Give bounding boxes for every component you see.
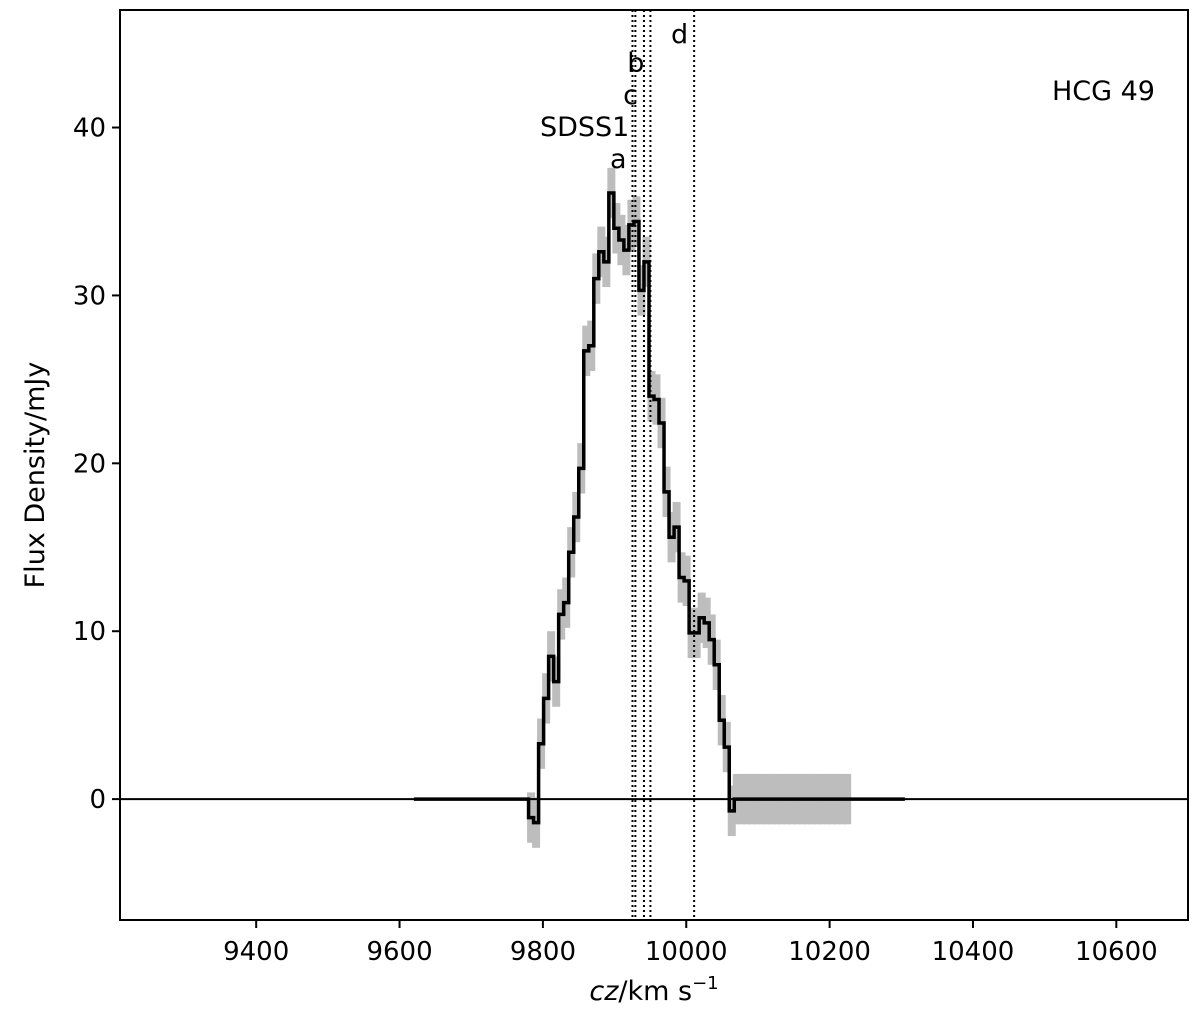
y-tick-label: 40	[73, 114, 106, 144]
x-tick-label: 9600	[366, 937, 432, 967]
x-tick-label: 10600	[1075, 937, 1158, 967]
y-tick-label: 20	[73, 449, 106, 479]
axis-ticks: 9400 9600 9800 10000 10200 10400 10600 0 10 20 30 4…	[73, 114, 1158, 967]
x-tick-label: 9400	[223, 937, 289, 967]
error-band	[527, 167, 852, 848]
y-tick-label: 0	[89, 785, 106, 815]
x-tick-label: 10000	[645, 937, 728, 967]
velocity-marker-label: b	[627, 48, 644, 79]
velocity-marker-label: a	[610, 144, 627, 175]
y-tick-label: 30	[73, 281, 106, 311]
velocity-marker-label: SDSS1	[540, 112, 629, 143]
series-layer	[413, 191, 905, 825]
panel-label: HCG 49	[1052, 76, 1155, 107]
x-axis-label-unit: /km s	[618, 976, 692, 1007]
velocity-marker-label: d	[671, 20, 688, 51]
x-tick-label: 10400	[932, 937, 1015, 967]
y-axis-label: Flux Density/mJy	[20, 362, 51, 589]
x-tick-label: 9800	[510, 937, 576, 967]
velocity-marker-label: c	[623, 80, 638, 111]
x-tick-label: 10200	[788, 937, 871, 967]
plot-frame	[119, 9, 1189, 921]
y-tick-label: 10	[73, 617, 106, 647]
x-axis-label-exponent: −1	[692, 973, 719, 994]
x-axis-label-symbol: cz	[589, 976, 619, 1007]
x-axis-label: cz/km s−1	[589, 973, 718, 1007]
spectrum-line	[413, 191, 905, 825]
